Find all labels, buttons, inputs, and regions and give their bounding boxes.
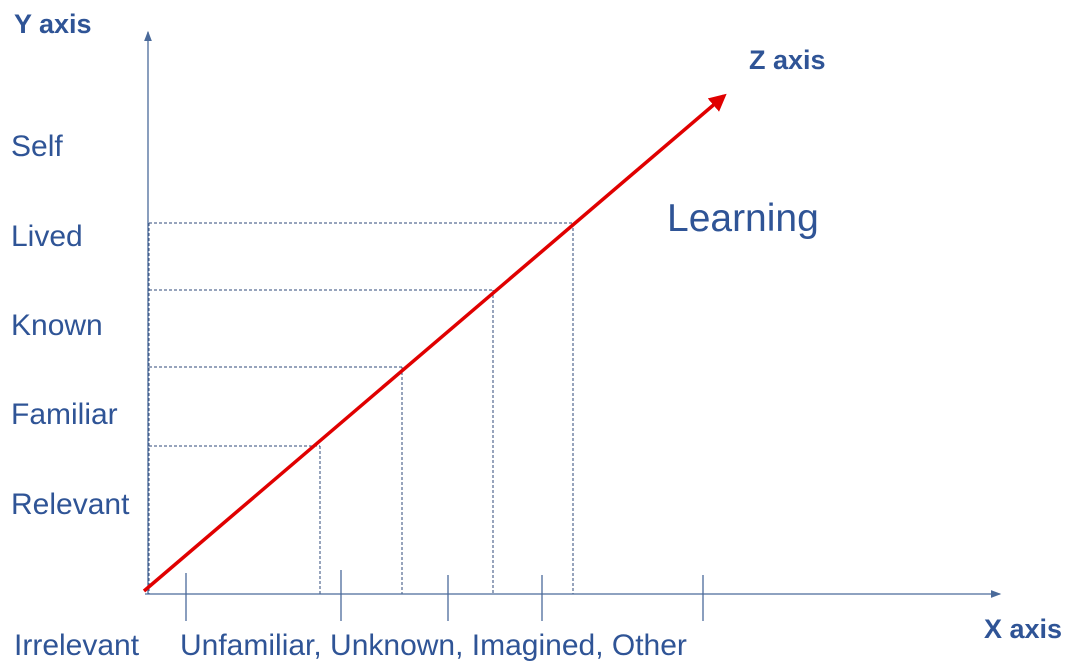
learning-annotation: Learning	[667, 197, 819, 240]
z-axis-line	[142, 93, 727, 593]
x-axis-label: X axis	[984, 614, 1063, 644]
y-level-familiar: Familiar	[11, 398, 118, 431]
y-axis-label: Y axis	[14, 9, 92, 39]
projection-lines	[148, 222, 574, 594]
x-axis-ticks	[185, 570, 704, 621]
z-axis-label: Z axis	[749, 45, 826, 75]
y-level-lived: Lived	[11, 220, 83, 253]
y-level-known: Known	[11, 309, 103, 342]
y-level-self: Self	[11, 130, 63, 163]
x-categories-label: Unfamiliar, Unknown, Imagined, Other	[180, 629, 687, 662]
y-level-relevant: Relevant	[11, 488, 130, 521]
x-origin-label: Irrelevant	[14, 629, 140, 662]
